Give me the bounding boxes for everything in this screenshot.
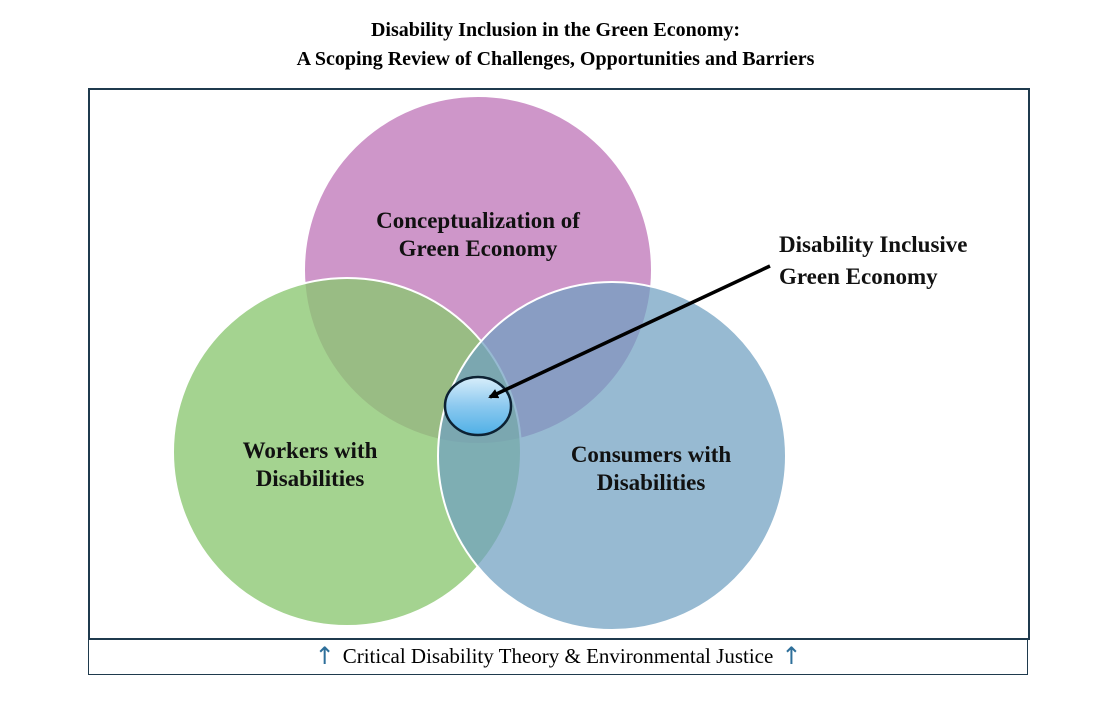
label-consumers-line2: Disabilities xyxy=(597,470,706,495)
label-conceptualization-line1: Conceptualization of xyxy=(376,208,580,233)
footer-text: Critical Disability Theory & Environment… xyxy=(342,643,774,668)
up-arrow-icon-right: ↑ xyxy=(781,642,802,670)
diagram-frame xyxy=(88,88,1030,640)
up-arrow-icon-left: ↑ xyxy=(314,642,335,670)
label-conceptualization-line2: Green Economy xyxy=(399,236,558,261)
callout-label-line1: Disability Inclusive xyxy=(779,232,968,257)
callout-label-line2: Green Economy xyxy=(779,264,938,289)
circle-consumers xyxy=(437,281,787,631)
title-line-2: A Scoping Review of Challenges, Opportun… xyxy=(296,48,815,70)
label-workers-line1: Workers with xyxy=(243,438,378,463)
callout-arrow xyxy=(488,264,771,399)
label-consumers-line1: Consumers with xyxy=(571,442,732,467)
title-line-1: Disability Inclusion in the Green Econom… xyxy=(370,19,741,41)
label-workers-line2: Disabilities xyxy=(256,466,365,491)
footer-bar: ↑ Critical Disability Theory & Environme… xyxy=(88,638,1028,675)
center-ellipse xyxy=(443,375,513,437)
